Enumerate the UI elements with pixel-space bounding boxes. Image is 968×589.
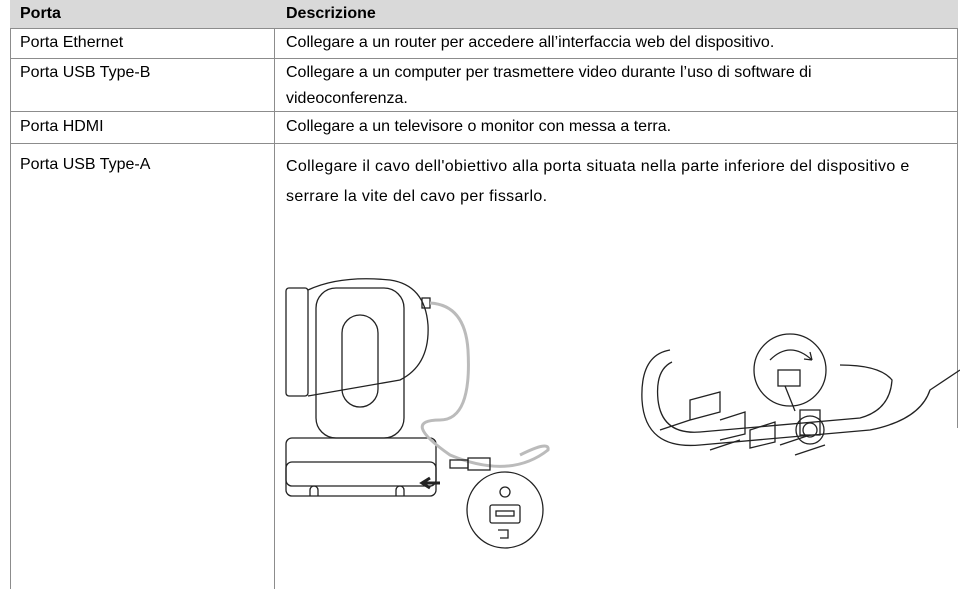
column-border bbox=[957, 28, 958, 428]
header-background bbox=[10, 0, 958, 28]
column-border bbox=[274, 28, 275, 589]
port-cell: Porta USB Type-A bbox=[20, 156, 151, 173]
header-cell: Descrizione bbox=[286, 5, 376, 22]
row-border bbox=[10, 111, 958, 112]
description-cell: Collegare a un televisore o monitor con … bbox=[286, 118, 672, 135]
row-border bbox=[10, 28, 958, 29]
column-border bbox=[10, 28, 11, 589]
description-cell: Collegare a un router per accedere all’i… bbox=[286, 34, 775, 51]
row-border bbox=[10, 58, 958, 59]
description-cell: Collegare il cavo dell'obiettivo alla po… bbox=[286, 158, 910, 205]
port-cell: Porta Ethernet bbox=[20, 34, 124, 51]
port-cell: Porta USB Type-B bbox=[20, 64, 151, 81]
description-cell: Collegare a un computer per trasmettere … bbox=[286, 64, 812, 107]
header-cell: Porta bbox=[20, 5, 61, 22]
illustration bbox=[285, 278, 960, 549]
row-border bbox=[10, 143, 958, 144]
port-cell: Porta HDMI bbox=[20, 118, 104, 135]
